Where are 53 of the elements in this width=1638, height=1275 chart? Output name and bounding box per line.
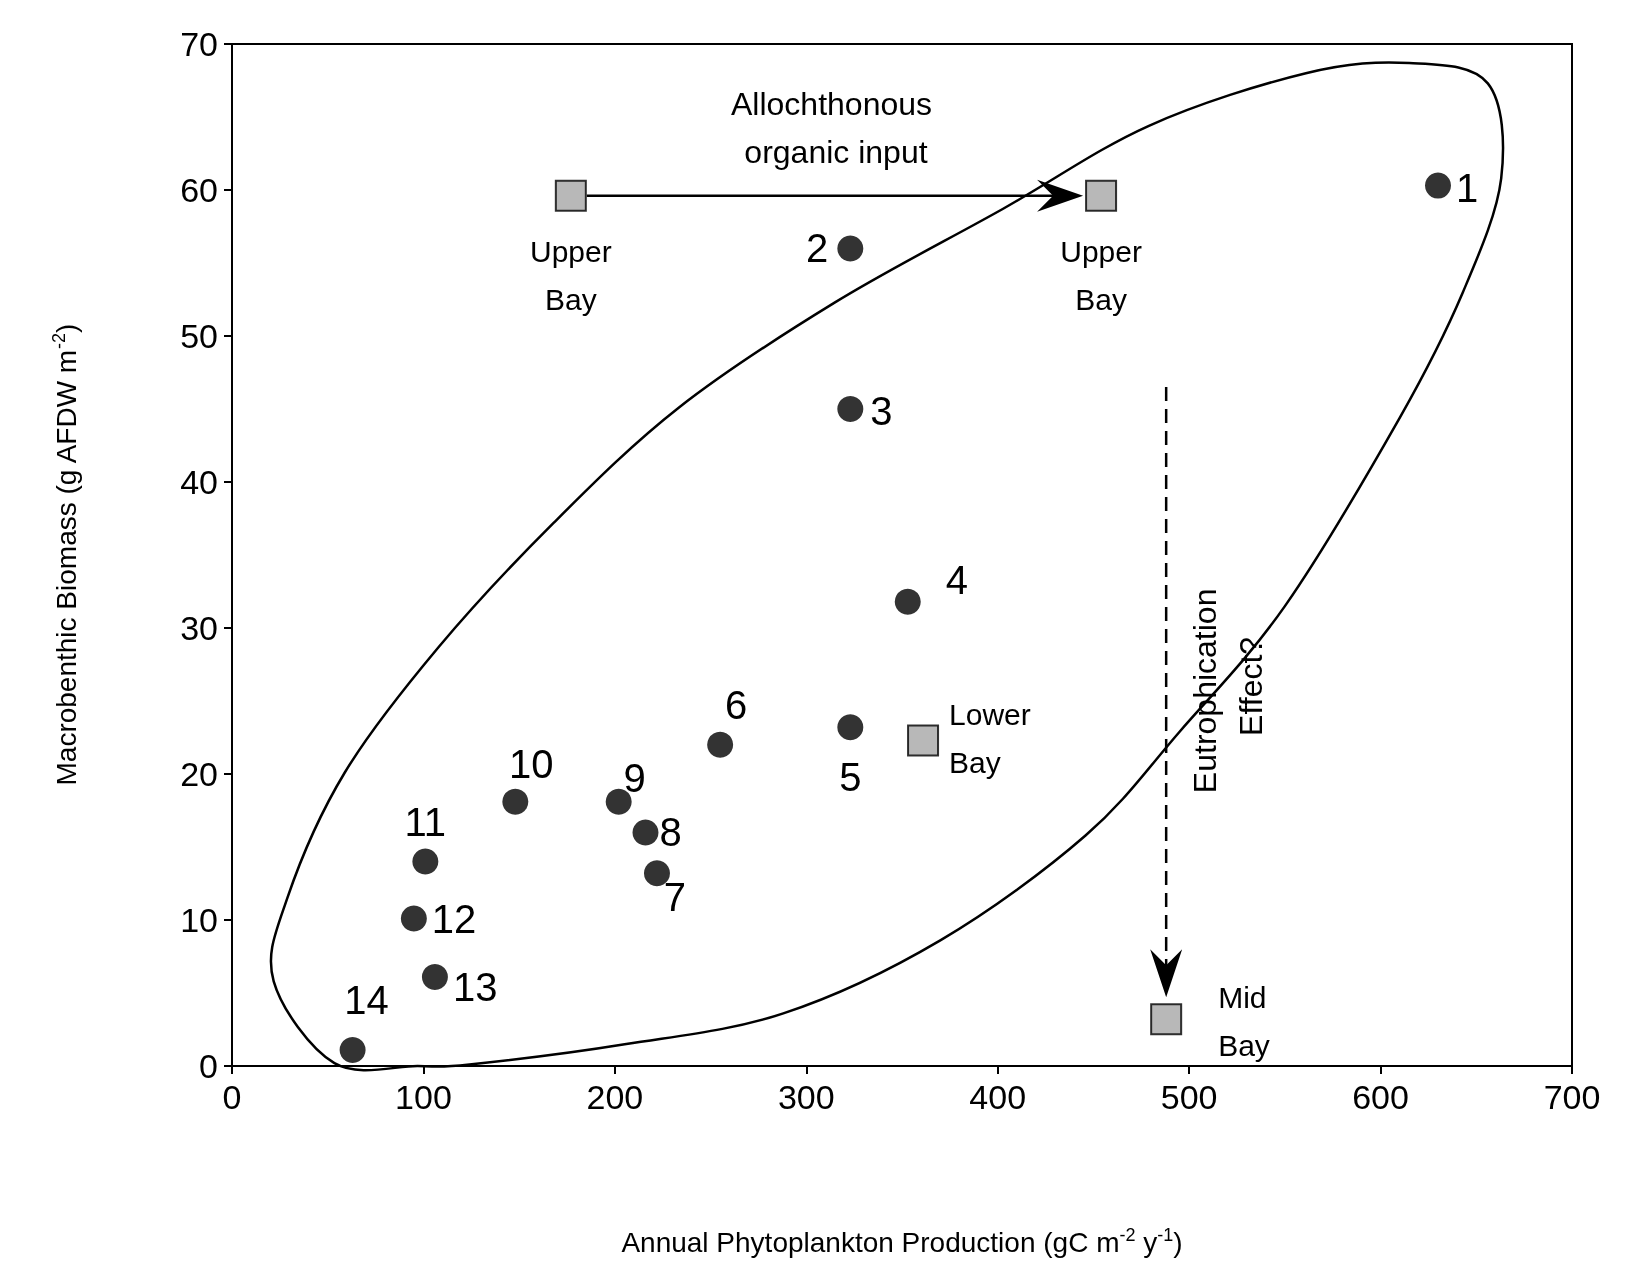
- annotation: Upper Bay: [529, 235, 612, 317]
- annotation: 12: [431, 896, 477, 941]
- annotation: 4: [945, 557, 968, 602]
- point: [339, 1036, 366, 1063]
- x-tick-label: 400: [969, 1078, 1027, 1116]
- x-tick-label: 200: [586, 1078, 644, 1116]
- x-tick-label: 500: [1160, 1078, 1218, 1116]
- annotation: 2: [806, 226, 829, 271]
- point: [421, 963, 448, 990]
- annotation: Eutrophication Effect?: [1187, 579, 1270, 794]
- point: [707, 731, 734, 758]
- y-tick-label: 20: [180, 755, 218, 793]
- annotation: 7: [663, 875, 687, 920]
- point: [894, 588, 921, 615]
- x-tick-label: 300: [777, 1078, 835, 1116]
- annotation: Lower Bay: [949, 697, 1031, 779]
- y-tick-label: 70: [180, 25, 218, 63]
- point: [502, 788, 529, 815]
- annotation: 13: [452, 964, 498, 1009]
- annotation: 1: [1456, 165, 1479, 210]
- y-axis-title: Macrobenthic Biomass (g AFDW m-2): [49, 323, 82, 786]
- point: [907, 724, 940, 757]
- point: [554, 179, 587, 212]
- point: [1425, 172, 1451, 199]
- point: [1150, 1003, 1183, 1036]
- point: [412, 848, 439, 875]
- y-tick-label: 0: [199, 1047, 218, 1085]
- annotation: Mid Bay: [1218, 980, 1270, 1062]
- annotation: 6: [725, 682, 748, 727]
- annotation: Upper Bay: [1060, 235, 1142, 317]
- point: [837, 714, 864, 741]
- y-tick-label: 60: [180, 171, 218, 209]
- x-tick-label: 0: [222, 1078, 242, 1116]
- annotation: 11: [404, 799, 447, 844]
- point: [1085, 179, 1118, 212]
- annotation: 8: [659, 810, 682, 855]
- point: [632, 819, 659, 846]
- point: [400, 905, 427, 932]
- x-tick-label: 700: [1543, 1078, 1601, 1116]
- annotation: 10: [509, 741, 554, 786]
- y-tick-label: 50: [180, 317, 218, 355]
- point: [837, 396, 864, 422]
- annotation: 5: [839, 755, 862, 800]
- y-tick-label: 40: [180, 463, 218, 501]
- annotation: Allochthonous organic input: [731, 85, 941, 170]
- x-tick-label: 600: [1352, 1078, 1409, 1116]
- annotation: 3: [870, 389, 893, 433]
- x-tick-label: 100: [395, 1078, 452, 1116]
- point: [837, 235, 864, 262]
- y-tick-label: 30: [180, 609, 218, 647]
- y-tick-label: 10: [180, 901, 218, 939]
- annotation: 9: [623, 755, 646, 800]
- annotation: 14: [344, 977, 389, 1022]
